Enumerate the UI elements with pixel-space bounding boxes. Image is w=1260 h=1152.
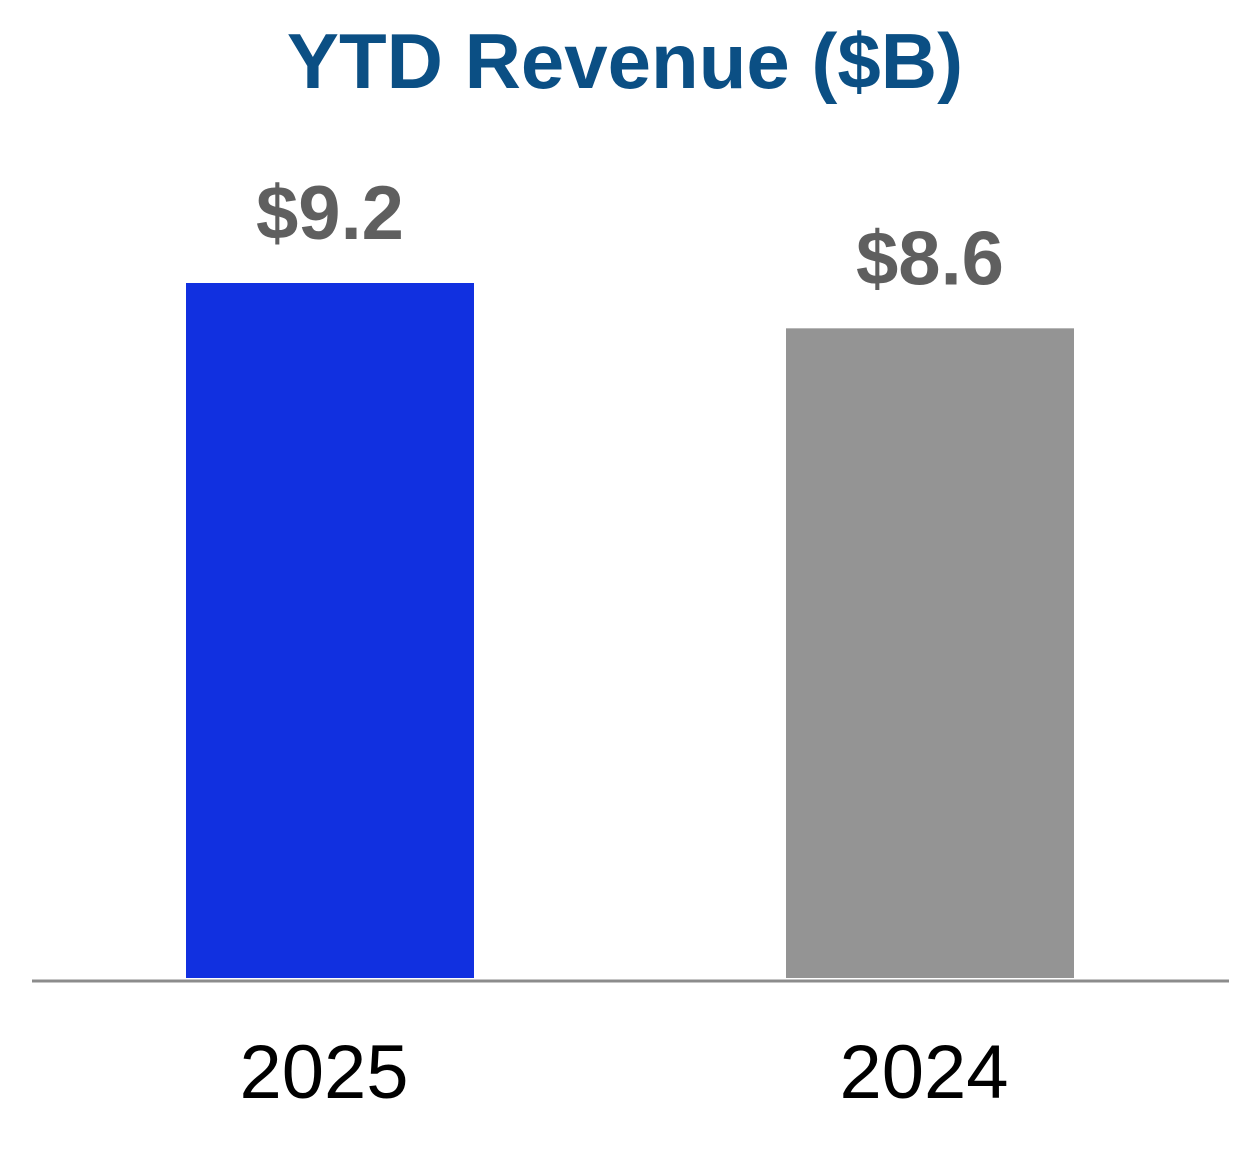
category-label-2025: 2025 xyxy=(239,1030,408,1115)
value-label-2025: $9.2 xyxy=(256,171,404,256)
bars-layer xyxy=(186,283,1074,979)
bar-2025 xyxy=(186,283,474,978)
category-label-2024: 2024 xyxy=(839,1030,1008,1115)
value-label-2024: $8.6 xyxy=(856,216,1004,301)
labels-layer: $9.2 2025 $8.6 2024 xyxy=(239,171,1008,1115)
chart-title: YTD Revenue ($B) xyxy=(287,17,963,105)
bar-2024 xyxy=(786,328,1074,979)
